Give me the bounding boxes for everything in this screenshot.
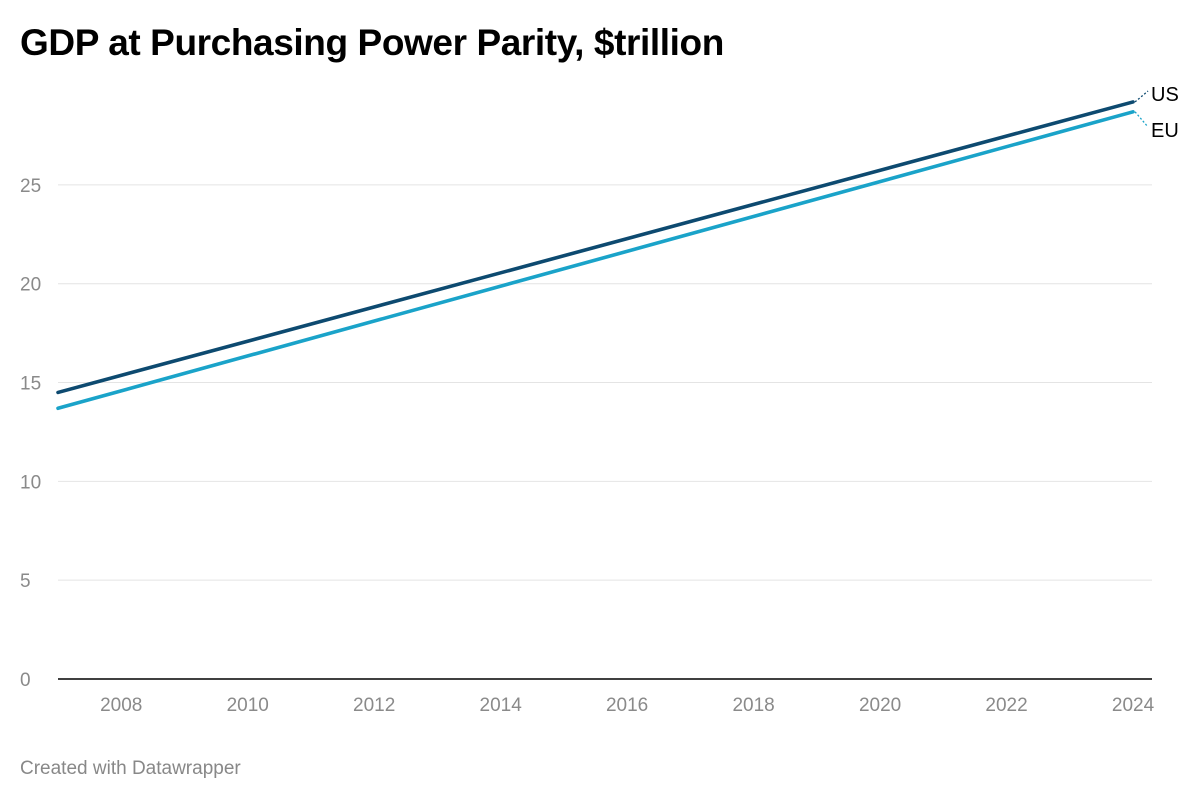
grid-lines <box>58 184 1152 581</box>
x-tick-label-2020: 2020 <box>859 695 901 716</box>
x-tick-label-2008: 2008 <box>100 695 142 716</box>
label-leader-eu <box>1134 111 1149 128</box>
y-tick-label-15: 15 <box>20 374 41 395</box>
credit-text: Created with Datawrapper <box>20 758 241 779</box>
x-tick-label-2018: 2018 <box>732 695 774 716</box>
x-tick-label-2024: 2024 <box>1112 695 1155 716</box>
x-tick-label-2010: 2010 <box>227 695 269 716</box>
x-tick-label-2014: 2014 <box>480 695 523 716</box>
series-label-eu: EU <box>1151 120 1179 142</box>
y-tick-label-5: 5 <box>20 571 31 592</box>
y-axis-ticks: 0 5 10 15 20 25 <box>20 176 41 691</box>
y-tick-label-10: 10 <box>20 472 41 493</box>
series-line-us <box>56 100 1135 395</box>
x-axis-ticks: 2008 2010 2012 2014 2016 2018 2020 2022 2024 <box>100 695 1154 716</box>
x-tick-label-2012: 2012 <box>353 695 395 716</box>
y-tick-label-20: 20 <box>20 275 41 296</box>
x-tick-label-2016: 2016 <box>606 695 648 716</box>
x-tick-label-2022: 2022 <box>985 695 1027 716</box>
series-label-us: US <box>1151 84 1179 106</box>
series-lines <box>56 100 1135 411</box>
chart-title: GDP at Purchasing Power Parity, $trillio… <box>20 22 724 63</box>
y-tick-label-25: 25 <box>20 176 41 197</box>
series-labels: US EU <box>1134 84 1179 142</box>
label-leader-us <box>1134 90 1149 103</box>
y-tick-label-0: 0 <box>20 670 31 691</box>
series-line-eu <box>56 110 1135 411</box>
